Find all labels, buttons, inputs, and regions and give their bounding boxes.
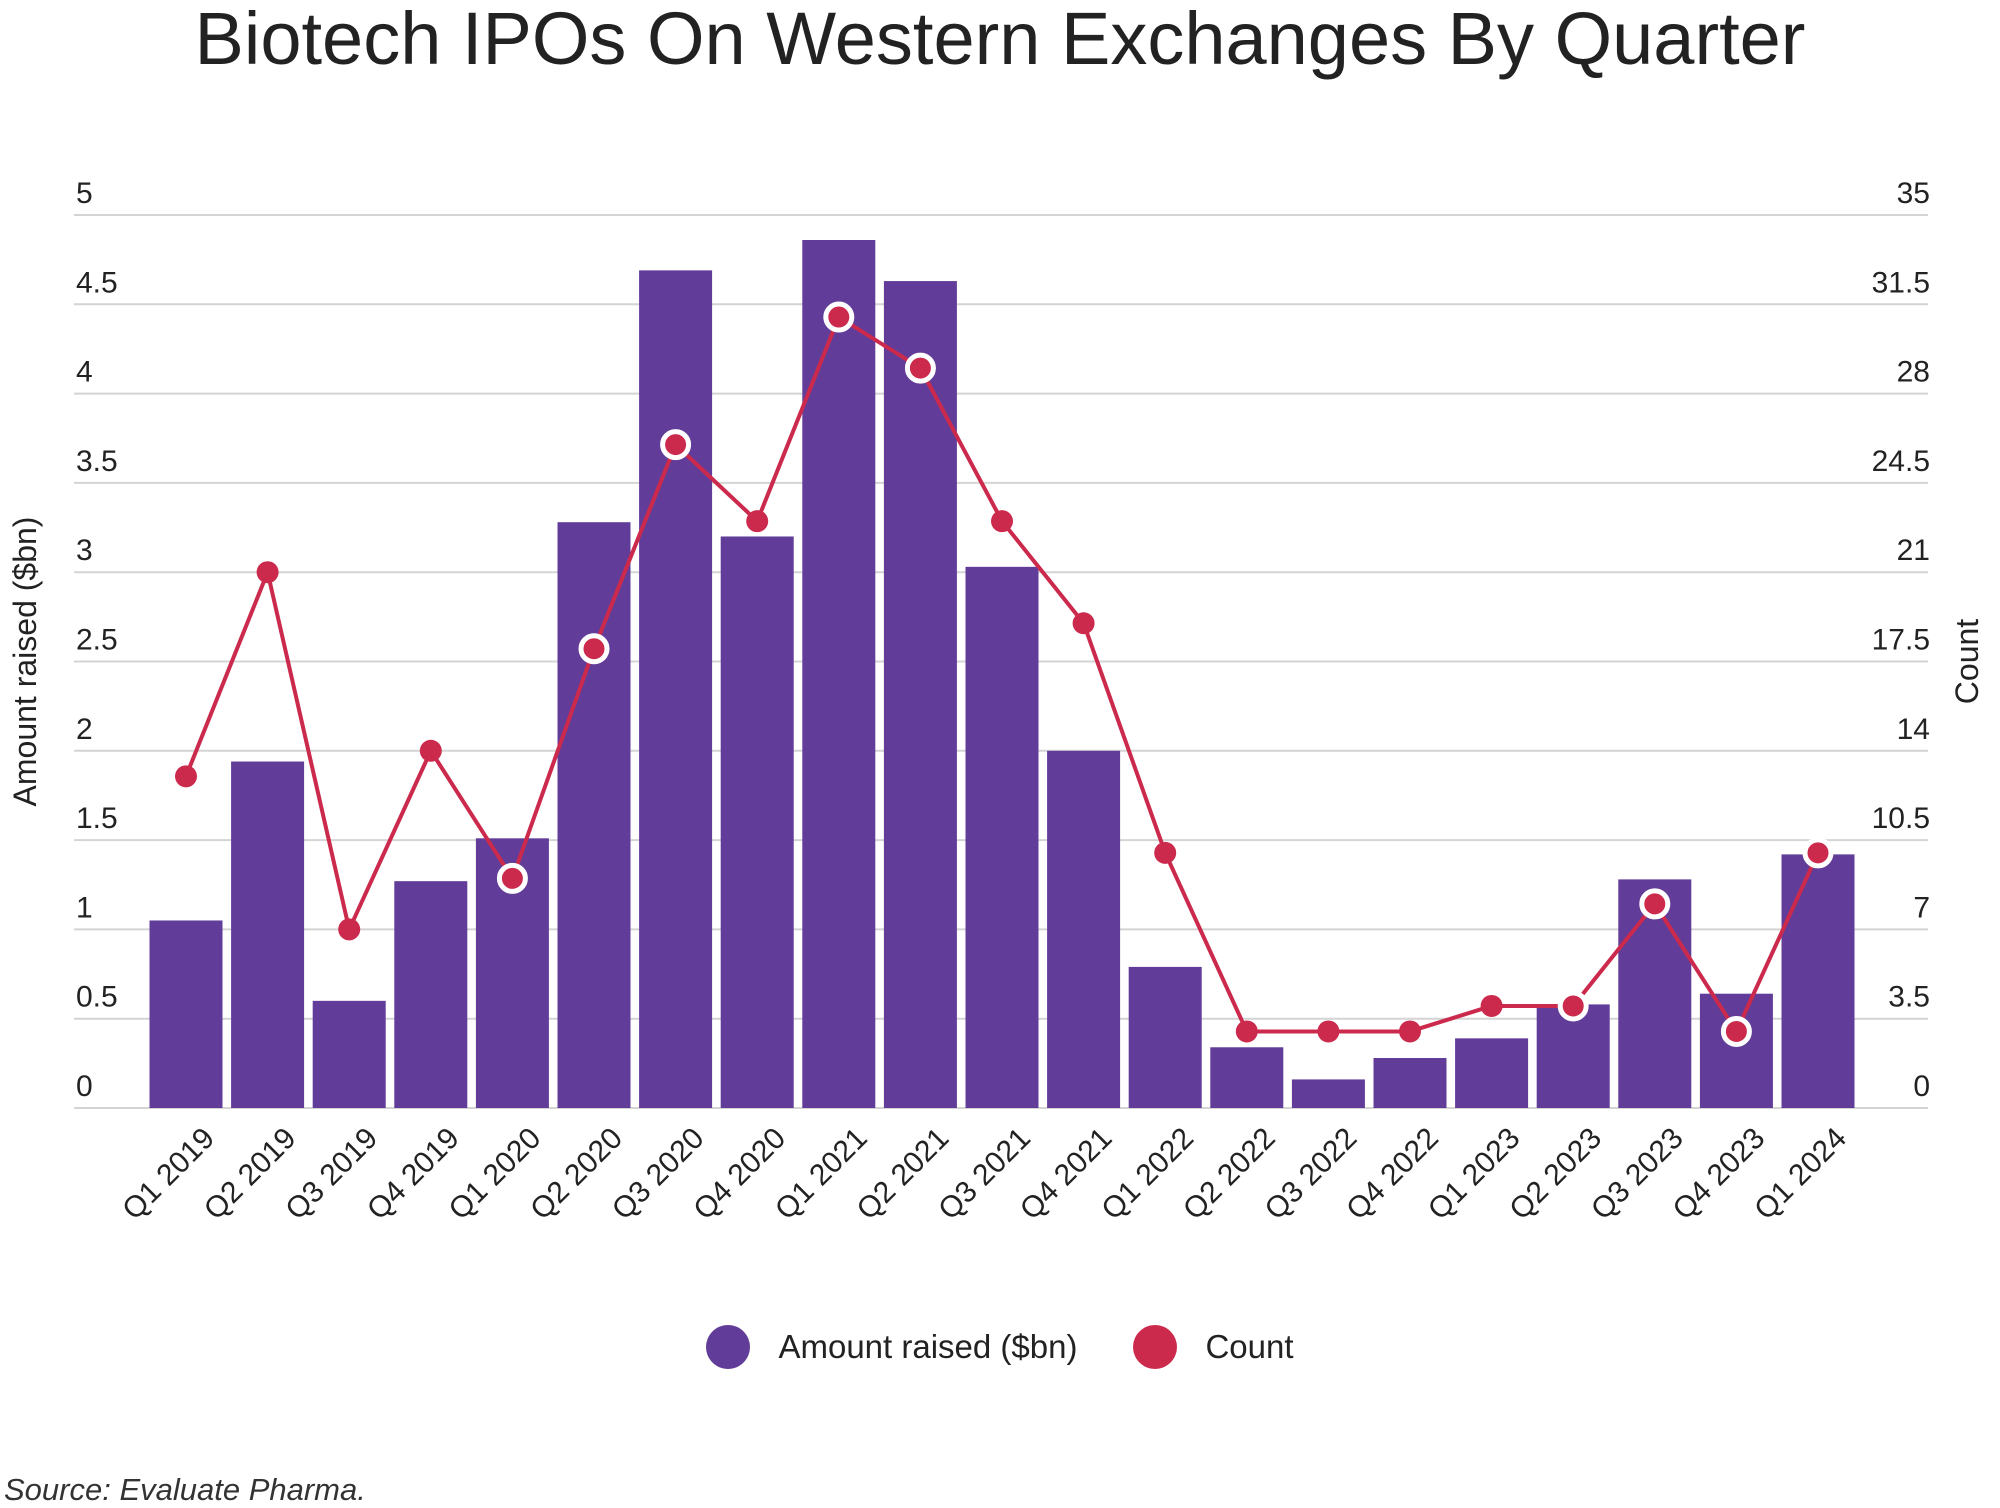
legend-item-amount[interactable]: Amount raised ($bn): [706, 1325, 1077, 1369]
y2-tick-label: 0: [1913, 1070, 1930, 1103]
count-point[interactable]: [746, 510, 769, 533]
y2-tick-label: 17.5: [1872, 624, 1930, 657]
y2-tick-label: 21: [1897, 534, 1930, 567]
y-tick-label: 2.5: [76, 624, 118, 657]
bar[interactable]: [1210, 1047, 1284, 1108]
count-point[interactable]: [1399, 1020, 1421, 1043]
bar[interactable]: [231, 761, 305, 1108]
y2-tick-label: 31.5: [1872, 266, 1930, 299]
bar[interactable]: [883, 281, 957, 1108]
y2-tick-label: 10.5: [1872, 802, 1930, 835]
x-tick-label: Q1 2024: [1748, 1122, 1853, 1227]
count-point[interactable]: [660, 429, 692, 461]
count-point[interactable]: [1154, 841, 1177, 864]
line-series: [175, 301, 1834, 1047]
bar[interactable]: [1373, 1057, 1447, 1108]
bar[interactable]: [1699, 993, 1773, 1108]
bar[interactable]: [1291, 1079, 1365, 1108]
y-tick-label: 0: [76, 1070, 93, 1103]
legend-label-amount: Amount raised ($bn): [778, 1328, 1078, 1365]
y-tick-label: 1: [76, 891, 93, 924]
y-tick-label: 3: [76, 534, 93, 567]
count-point[interactable]: [578, 633, 610, 665]
y2-tick-label: 35: [1897, 177, 1930, 210]
count-point[interactable]: [904, 352, 936, 384]
bar[interactable]: [1455, 1038, 1529, 1108]
bar[interactable]: [1536, 1004, 1610, 1108]
count-point[interactable]: [823, 301, 855, 333]
y2-axis-label: Count: [1949, 619, 1985, 705]
legend: Amount raised ($bn) Count: [0, 1325, 2000, 1369]
count-point[interactable]: [991, 510, 1013, 533]
y-tick-label: 1.5: [76, 802, 118, 835]
source-note: Source: Evaluate Pharma.: [4, 1472, 366, 1507]
legend-label-count: Count: [1205, 1328, 1294, 1365]
count-point[interactable]: [1639, 888, 1671, 920]
y2-tick-label: 3.5: [1888, 981, 1930, 1014]
bar[interactable]: [1781, 854, 1855, 1108]
bar[interactable]: [1047, 750, 1121, 1108]
y2-tick-label: 7: [1913, 891, 1930, 924]
count-point[interactable]: [1480, 994, 1503, 1017]
y-tick-label: 4.5: [76, 266, 118, 299]
legend-item-count[interactable]: Count: [1133, 1325, 1294, 1369]
count-point[interactable]: [1235, 1020, 1258, 1043]
bar[interactable]: [1128, 966, 1202, 1108]
count-point[interactable]: [1317, 1020, 1340, 1043]
count-point[interactable]: [338, 918, 361, 941]
bar[interactable]: [149, 920, 223, 1108]
bar[interactable]: [312, 1000, 386, 1108]
y2-tick-label: 28: [1897, 356, 1930, 389]
count-point[interactable]: [256, 561, 279, 584]
y-tick-label: 5: [76, 177, 93, 210]
count-point[interactable]: [496, 862, 528, 894]
y2-tick-label: 14: [1897, 713, 1930, 746]
bar[interactable]: [802, 240, 876, 1108]
count-point[interactable]: [1720, 1015, 1752, 1047]
y-axis-label: Amount raised ($bn): [7, 517, 43, 807]
bar[interactable]: [639, 270, 713, 1109]
legend-swatch-count: [1133, 1325, 1178, 1369]
bar[interactable]: [720, 536, 794, 1108]
legend-swatch-amount: [706, 1325, 751, 1369]
count-point[interactable]: [1802, 837, 1834, 869]
bar-series: [149, 240, 1855, 1109]
y-tick-label: 3.5: [76, 445, 118, 478]
y-tick-label: 4: [76, 356, 93, 389]
count-point[interactable]: [175, 765, 197, 788]
chart-title: Biotech IPOs On Western Exchanges By Qua…: [194, 0, 1806, 80]
bar[interactable]: [557, 522, 631, 1108]
y-tick-label: 2: [76, 713, 93, 746]
bar[interactable]: [965, 566, 1039, 1108]
bar[interactable]: [394, 881, 468, 1108]
count-point[interactable]: [1072, 612, 1095, 635]
y2-tick-label: 24.5: [1872, 445, 1930, 478]
count-point[interactable]: [1557, 990, 1589, 1022]
y-tick-label: 0.5: [76, 981, 118, 1014]
count-point[interactable]: [419, 739, 442, 762]
